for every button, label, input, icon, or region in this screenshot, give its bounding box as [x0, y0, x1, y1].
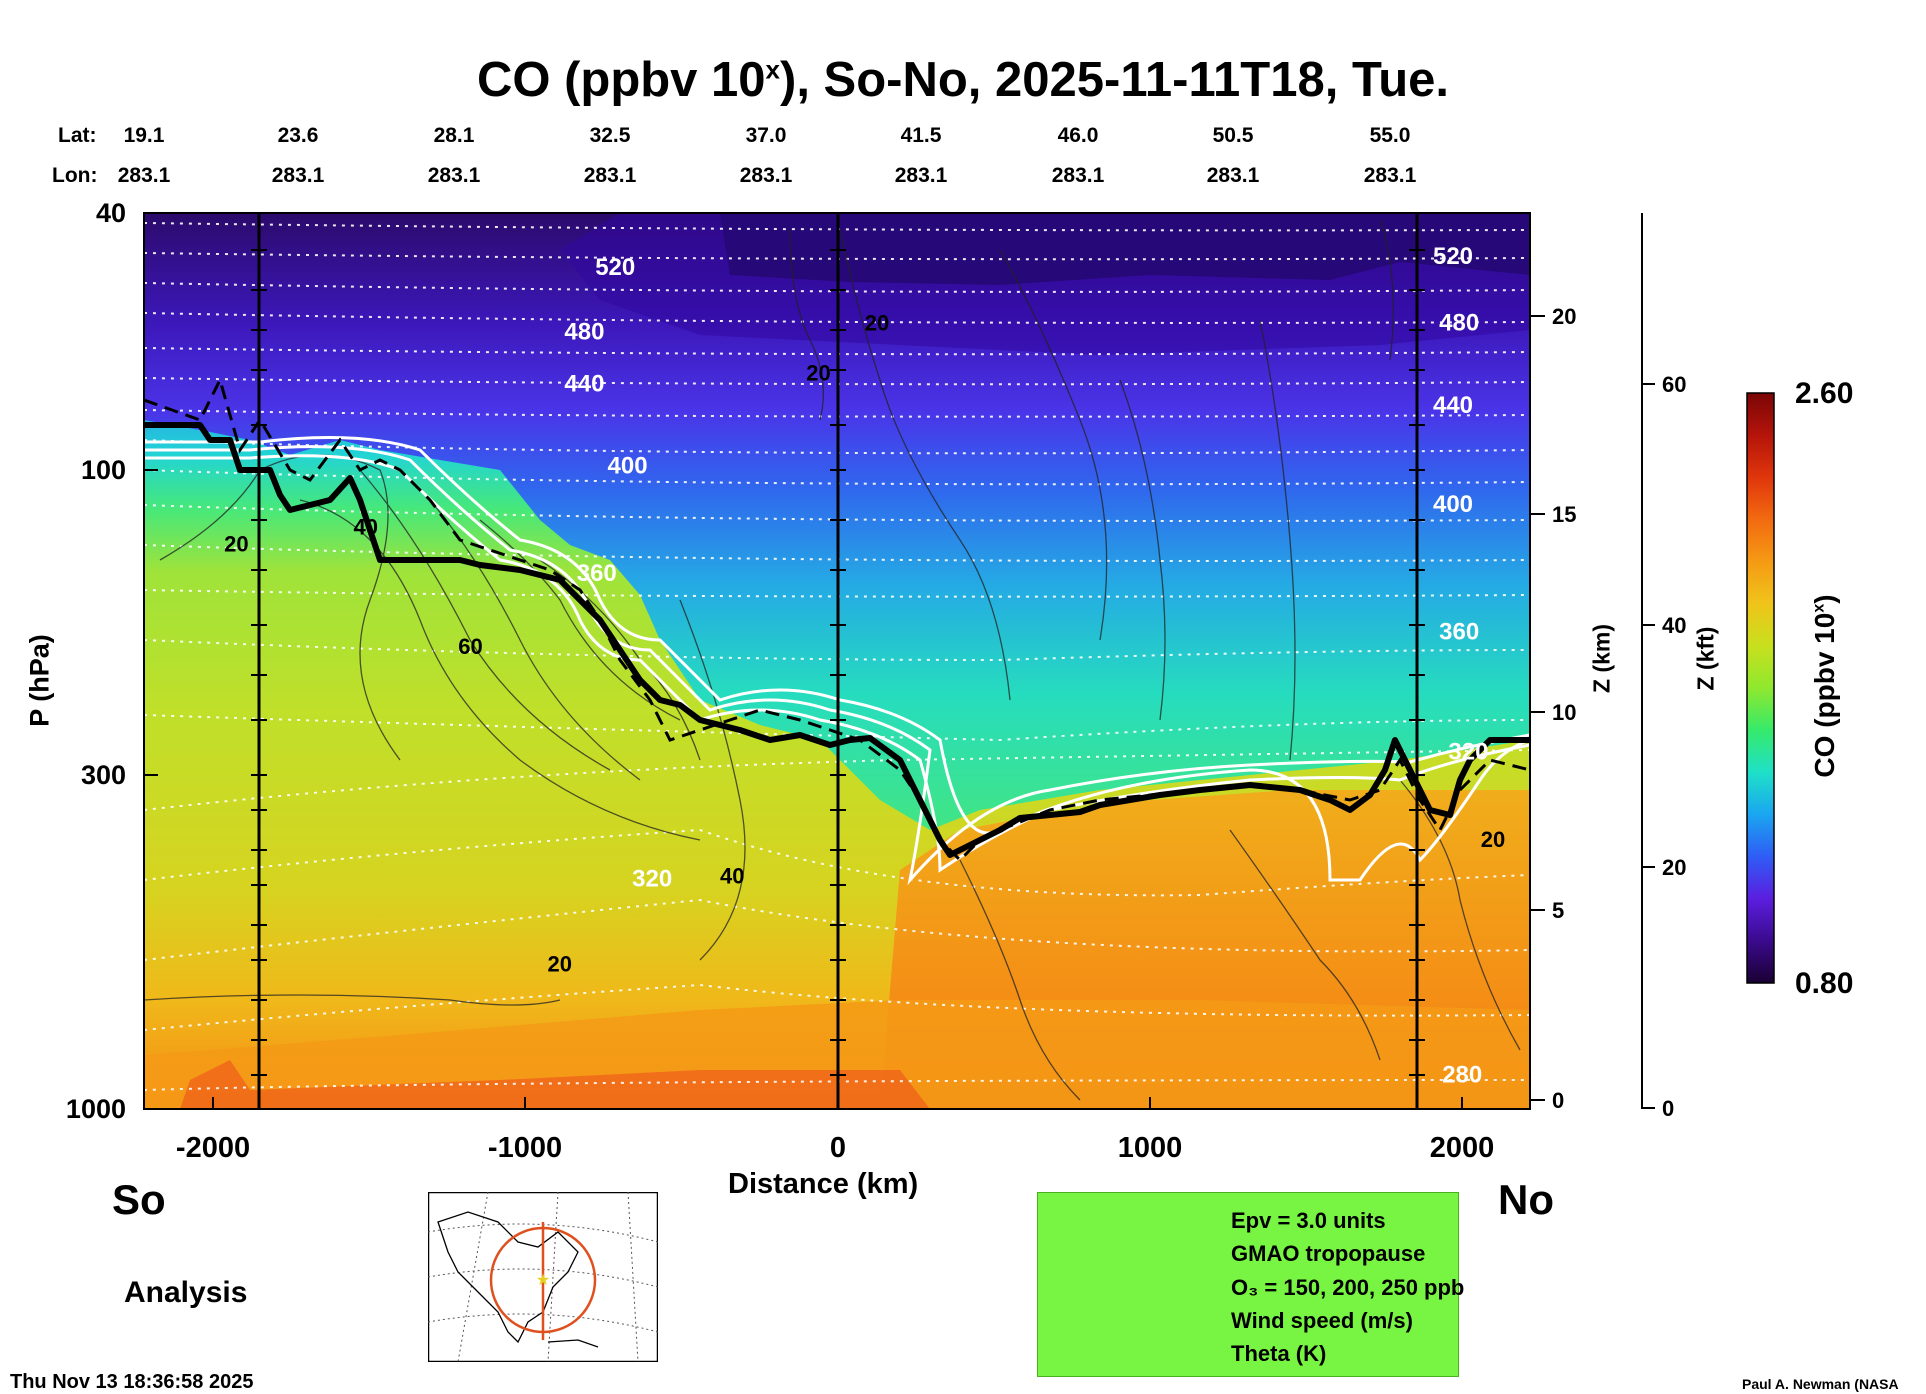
lon-value: 283.1: [1051, 164, 1105, 187]
theta-contour-label: 320: [632, 866, 672, 893]
wind-contour-label: 20: [1481, 827, 1505, 852]
x-tick-2000: 2000: [1429, 1132, 1495, 1164]
lat-value: 32.5: [589, 124, 631, 147]
wind-contour-label: 20: [224, 532, 248, 557]
wind-contour-label: 40: [720, 864, 744, 889]
lat-value: 28.1: [433, 124, 475, 147]
inset-map-islands: [547, 1339, 599, 1348]
lon-value: 283.1: [117, 164, 171, 187]
colorbar-max-label: 2.60: [1795, 377, 1854, 410]
inset-map-center-star: ★: [536, 1272, 550, 1289]
lat-value: 50.5: [1212, 124, 1254, 147]
x-axis-title: Distance (km): [728, 1168, 919, 1200]
theta-contour-label: 480: [1439, 309, 1479, 336]
z-km-axis-ticks: [1530, 315, 1545, 1101]
profile-line-ticks: [251, 249, 1425, 1076]
ozone-contours: [144, 436, 1530, 886]
lat-value: 46.0: [1057, 124, 1099, 147]
lon-label: Lon:: [52, 164, 98, 187]
page-title: CO (ppbv 10x), So-No, 2025-11-11T18, Tue…: [476, 53, 1450, 107]
credit: Paul A. Newman (NASA: [1742, 1376, 1899, 1392]
lon-value: 283.1: [1206, 164, 1260, 187]
pressure-axis-ticks: [144, 212, 158, 1110]
north-endpoint-label: No: [1498, 1176, 1554, 1223]
lon-value: 283.1: [427, 164, 481, 187]
z-kft-tick-20: 20: [1662, 855, 1687, 880]
co-low-region: [560, 213, 1530, 355]
lon-value: 283.1: [894, 164, 948, 187]
theta-contour-label: 400: [1433, 491, 1473, 518]
z-km-tick-15: 15: [1552, 502, 1577, 527]
wind-contour-label: 20: [548, 951, 572, 976]
z-km-tick-5: 5: [1552, 898, 1565, 923]
z-km-axis-title: Z (km): [1588, 624, 1615, 693]
lat-value: 55.0: [1369, 124, 1411, 147]
wind-contour-label: 60: [458, 634, 482, 659]
colorbar-title: CO (ppbv 10x): [1809, 594, 1840, 778]
plot-area: 520 480 440 400 360 320 520 480 440 400 360 320 280 2…: [144, 213, 1530, 1109]
contour-labels: 520 480 440 400 360 320 520 480 440 400 360 320 280 2…: [224, 243, 1505, 1089]
lon-value: 283.1: [583, 164, 637, 187]
theta-contour-label: 480: [564, 318, 604, 345]
z-kft-axis-title: Z (kft): [1692, 626, 1719, 691]
colorbar: [1746, 392, 1775, 984]
theta-contour-label: 320: [1448, 739, 1488, 766]
z-km-tick-10: 10: [1552, 700, 1577, 725]
x-axis-ticks: [212, 1097, 1463, 1109]
y-axis-title: P (hPa): [24, 634, 55, 727]
lon-value: 283.1: [271, 164, 325, 187]
wind-contour-label: 20: [865, 310, 889, 335]
wind-contour-label: 40: [354, 515, 378, 540]
z-kft-tick-60: 60: [1662, 372, 1687, 397]
legend-epv-label: Epv = 3.0 units: [1231, 1208, 1386, 1233]
wind-contour-label: 20: [806, 360, 830, 385]
lat-value: 37.0: [745, 124, 787, 147]
south-endpoint-label: So: [112, 1176, 166, 1223]
legend-wind-label: Wind speed (m/s): [1231, 1308, 1413, 1333]
theta-contour-label: 280: [1442, 1062, 1482, 1089]
p-tick-40: 40: [95, 198, 126, 228]
x-tick-0: 0: [829, 1132, 847, 1164]
p-tick-100: 100: [80, 455, 126, 485]
legend-tropopause-label: GMAO tropopause: [1231, 1241, 1426, 1266]
lat-value: 41.5: [900, 124, 942, 147]
lat-value: 23.6: [277, 124, 319, 147]
analysis-label: Analysis: [124, 1276, 248, 1309]
lon-value: 283.1: [739, 164, 793, 187]
z-km-tick-20: 20: [1552, 304, 1577, 329]
inset-map-coastline: [437, 1211, 579, 1344]
theta-contour-label: 520: [1433, 243, 1473, 270]
z-kft-tick-0: 0: [1662, 1096, 1675, 1121]
theta-contour-label: 520: [595, 254, 635, 281]
timestamp: Thu Nov 13 18:36:58 2025: [10, 1371, 254, 1393]
theta-contour-label: 360: [1439, 618, 1479, 645]
z-kft-tick-40: 40: [1662, 613, 1687, 638]
theta-contour-label: 360: [577, 560, 617, 587]
z-kft-axis: [1641, 213, 1655, 1109]
theta-contour-label: 440: [564, 371, 604, 398]
lat-value: 19.1: [123, 124, 165, 147]
colorbar-min-label: 0.80: [1795, 967, 1854, 1000]
boundary-layer-max-co: [180, 1060, 930, 1109]
lon-value: 283.1: [1363, 164, 1417, 187]
x-tick-minus-1000: -1000: [487, 1132, 563, 1164]
legend: [1037, 1192, 1459, 1377]
legend-ozone-label: O₃ = 150, 200, 250 ppb: [1231, 1275, 1465, 1300]
x-tick-minus-2000: -2000: [175, 1132, 251, 1164]
inset-map: ★: [428, 1192, 658, 1362]
p-tick-1000: 1000: [65, 1094, 126, 1124]
x-tick-1000: 1000: [1117, 1132, 1183, 1164]
z-km-tick-0: 0: [1552, 1088, 1565, 1113]
p-tick-300: 300: [80, 760, 126, 790]
gmao-tropopause: [144, 422, 1530, 858]
theta-contour-label: 400: [608, 453, 648, 480]
theta-contour-label: 440: [1433, 392, 1473, 419]
lat-label: Lat:: [58, 124, 97, 147]
legend-theta-label: Theta (K): [1231, 1341, 1327, 1366]
